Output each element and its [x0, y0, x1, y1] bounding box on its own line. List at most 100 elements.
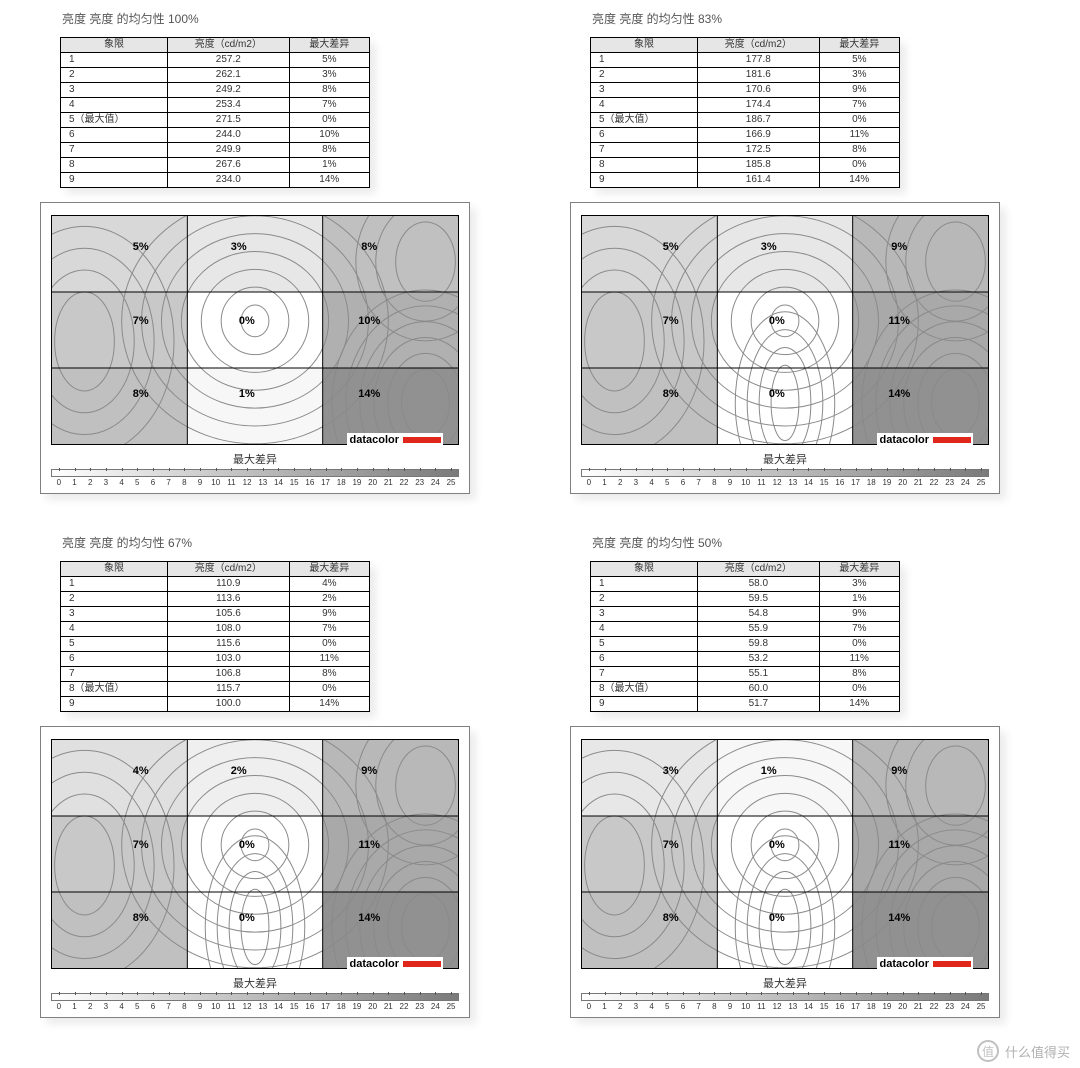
table-row: 5 59.8 0% — [591, 637, 900, 652]
scale-tick: 23 — [942, 478, 958, 487]
cell-max-diff: 0% — [819, 637, 899, 652]
table-row: 2 59.5 1% — [591, 592, 900, 607]
cell-luminance: 58.0 — [697, 577, 819, 592]
brand-logo: datacolor — [877, 957, 973, 971]
cell-quadrant: 1 — [61, 53, 168, 68]
scale-tick: 1 — [67, 1002, 83, 1011]
cell-max-diff: 11% — [819, 128, 899, 143]
scale-tick: 24 — [428, 478, 444, 487]
contour-plot — [581, 739, 989, 969]
scale-tick: 24 — [428, 1002, 444, 1011]
watermark-badge: 值 — [977, 1040, 999, 1062]
zone-value: 7% — [133, 839, 149, 851]
table-row: 3 170.6 9% — [591, 83, 900, 98]
cell-luminance: 55.1 — [697, 667, 819, 682]
zone-value: 11% — [359, 839, 380, 851]
cell-max-diff: 14% — [819, 173, 899, 188]
cell-luminance: 271.5 — [167, 113, 289, 128]
scale-tick: 14 — [801, 1002, 817, 1011]
cell-max-diff: 11% — [289, 652, 369, 667]
cell-max-diff: 14% — [289, 173, 369, 188]
scale-tick: 15 — [286, 478, 302, 487]
cell-quadrant: 4 — [591, 98, 698, 113]
cell-quadrant: 5（最大值） — [61, 113, 168, 128]
scale-tick: 10 — [208, 1002, 224, 1011]
zone-value: 0% — [769, 315, 785, 327]
scale-tick: 16 — [832, 478, 848, 487]
cell-max-diff: 8% — [289, 143, 369, 158]
table-row: 3 249.2 8% — [61, 83, 370, 98]
cell-max-diff: 3% — [819, 68, 899, 83]
zone-value: 8% — [133, 388, 149, 400]
scale-tick: 7 — [691, 478, 707, 487]
scale-tick: 13 — [255, 1002, 271, 1011]
cell-max-diff: 7% — [819, 98, 899, 113]
cell-quadrant: 7 — [591, 143, 698, 158]
cell-quadrant: 3 — [591, 83, 698, 98]
table-row: 8（最大值） 115.7 0% — [61, 682, 370, 697]
cell-quadrant: 5 — [591, 637, 698, 652]
cell-luminance: 106.8 — [167, 667, 289, 682]
cell-luminance: 110.9 — [167, 577, 289, 592]
scale-tick: 12 — [239, 1002, 255, 1011]
scale-tick: 0 — [581, 1002, 597, 1011]
brand-bar-icon — [933, 437, 971, 443]
cell-luminance: 249.2 — [167, 83, 289, 98]
scale-tick: 18 — [863, 478, 879, 487]
table-row: 4 55.9 7% — [591, 622, 900, 637]
scale-tick: 3 — [628, 1002, 644, 1011]
cell-luminance: 177.8 — [697, 53, 819, 68]
scale-tick: 22 — [396, 1002, 412, 1011]
scale-tick: 21 — [910, 1002, 926, 1011]
zone-value: 0% — [239, 315, 255, 327]
table-row: 7 55.1 8% — [591, 667, 900, 682]
contour-wrap: 3%1%9%7%0%11%8%0%14% datacolor — [581, 739, 989, 969]
scale-tick: 10 — [738, 1002, 754, 1011]
gradient-bar — [51, 993, 459, 1001]
legend-label: 最大差异 — [581, 451, 989, 467]
cell-quadrant: 5 — [61, 637, 168, 652]
scale-tick: 5 — [129, 1002, 145, 1011]
contour-wrap: 5%3%8%7%0%10%8%1%14% datacolor — [51, 215, 459, 445]
cell-max-diff: 4% — [289, 577, 369, 592]
table-row: 8 185.8 0% — [591, 158, 900, 173]
zone-value: 7% — [133, 315, 149, 327]
zone-value: 9% — [361, 765, 377, 777]
cell-max-diff: 0% — [289, 637, 369, 652]
cell-max-diff: 1% — [289, 158, 369, 173]
scale-tick: 9 — [722, 1002, 738, 1011]
cell-quadrant: 2 — [61, 592, 168, 607]
table-row: 9 100.0 14% — [61, 697, 370, 712]
cell-luminance: 170.6 — [697, 83, 819, 98]
brand-logo: datacolor — [877, 433, 973, 447]
scale-tick: 13 — [255, 478, 271, 487]
scale-tick: 12 — [239, 478, 255, 487]
cell-luminance: 113.6 — [167, 592, 289, 607]
cell-luminance: 186.7 — [697, 113, 819, 128]
scale-tick: 2 — [82, 478, 98, 487]
panel-title: 亮度 亮度 的均匀性 50% — [592, 534, 1040, 551]
cell-luminance: 59.5 — [697, 592, 819, 607]
zone-value: 8% — [663, 912, 679, 924]
table-row: 6 53.2 11% — [591, 652, 900, 667]
cell-max-diff: 9% — [289, 607, 369, 622]
cell-max-diff: 0% — [289, 113, 369, 128]
brand-logo: datacolor — [347, 433, 443, 447]
scale-tick: 8 — [177, 478, 193, 487]
cell-max-diff: 14% — [289, 697, 369, 712]
table-row: 3 54.8 9% — [591, 607, 900, 622]
table-row: 9 234.0 14% — [61, 173, 370, 188]
watermark-text: 什么值得买 — [1005, 1042, 1070, 1061]
scale-tick: 15 — [816, 1002, 832, 1011]
cell-luminance: 105.6 — [167, 607, 289, 622]
zone-value: 4% — [133, 765, 149, 777]
cell-max-diff: 14% — [819, 697, 899, 712]
cell-max-diff: 3% — [289, 68, 369, 83]
cell-quadrant: 3 — [61, 83, 168, 98]
table-row: 1 177.8 5% — [591, 53, 900, 68]
cell-quadrant: 9 — [591, 697, 698, 712]
watermark: 值 什么值得买 — [977, 1040, 1070, 1062]
scale-tick: 22 — [396, 478, 412, 487]
scale-tick: 8 — [177, 1002, 193, 1011]
scale-tick: 13 — [785, 478, 801, 487]
